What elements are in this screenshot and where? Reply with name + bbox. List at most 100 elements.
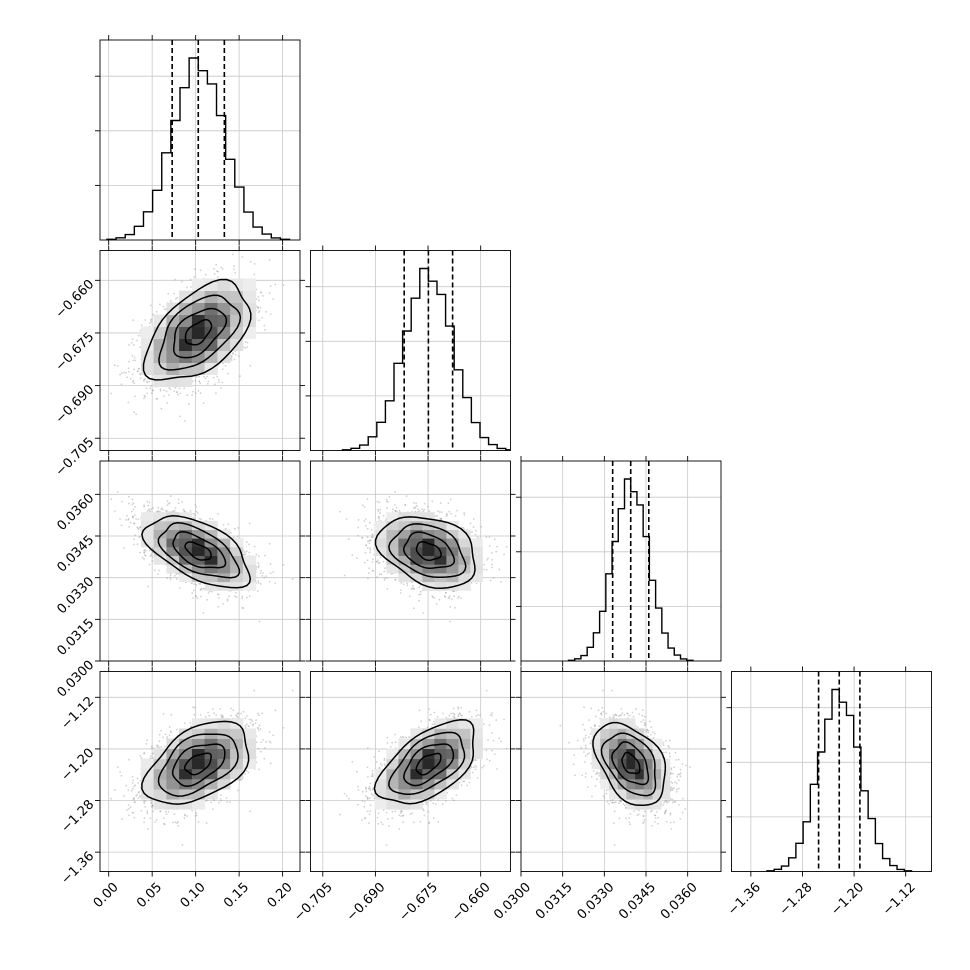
density-cell bbox=[661, 768, 671, 780]
density-cell bbox=[626, 758, 636, 770]
density-cell bbox=[626, 768, 636, 780]
density-cell bbox=[217, 529, 231, 539]
density-cell bbox=[217, 326, 231, 339]
density-cell bbox=[643, 748, 653, 760]
density-cell bbox=[386, 555, 399, 565]
density-cell bbox=[166, 520, 180, 530]
density-cell bbox=[422, 778, 435, 790]
density-cell bbox=[652, 768, 662, 780]
panel-frame bbox=[99, 39, 301, 241]
density-cell bbox=[204, 290, 218, 303]
contour-1 bbox=[172, 307, 228, 359]
density-cell bbox=[217, 538, 231, 548]
density-cell bbox=[652, 738, 662, 749]
density-cell bbox=[643, 778, 653, 790]
density-cell bbox=[242, 758, 257, 770]
density-cell bbox=[191, 573, 206, 583]
density-cell bbox=[191, 718, 206, 729]
density-cell bbox=[635, 799, 645, 810]
contour-0 bbox=[183, 752, 212, 776]
panel-content bbox=[310, 250, 511, 451]
density-cell bbox=[140, 512, 155, 522]
density-cell bbox=[179, 314, 193, 327]
density-cell bbox=[179, 350, 193, 363]
density-cell bbox=[179, 362, 193, 375]
density-cell bbox=[609, 748, 619, 760]
density-cell bbox=[217, 758, 231, 770]
density-cell bbox=[217, 350, 231, 363]
contour-0 bbox=[415, 541, 442, 562]
density-cell bbox=[386, 512, 399, 522]
density-cell bbox=[434, 718, 447, 729]
density-cell bbox=[140, 768, 155, 780]
density-cell bbox=[458, 546, 471, 556]
density-cell bbox=[470, 555, 483, 565]
density-cell bbox=[153, 799, 167, 810]
density-cell bbox=[410, 555, 423, 565]
density-cell bbox=[204, 573, 218, 583]
density-cell bbox=[217, 546, 231, 556]
x-tick-label: 0.00 bbox=[91, 880, 122, 911]
density-cell bbox=[191, 728, 206, 739]
density-cell bbox=[600, 758, 610, 770]
density-cell bbox=[470, 728, 483, 739]
density-cell bbox=[153, 512, 167, 522]
panel-content bbox=[100, 671, 300, 872]
density-cell bbox=[204, 538, 218, 548]
density-cell bbox=[153, 555, 167, 565]
x-tick-label: 0.0345 bbox=[616, 880, 659, 923]
x-tick-label: 0.20 bbox=[265, 880, 296, 911]
density-cell bbox=[153, 362, 167, 375]
panel-frame bbox=[520, 460, 722, 662]
density-cell bbox=[230, 564, 244, 574]
density-cell bbox=[398, 738, 411, 749]
density-cell bbox=[217, 314, 231, 327]
contour-2 bbox=[157, 522, 241, 579]
density-cell bbox=[153, 374, 167, 387]
density-cell bbox=[609, 728, 619, 739]
density-cell bbox=[140, 789, 155, 800]
density-cell bbox=[410, 768, 423, 780]
density-panel-1-3: −0.705 −0.690 −0.675 −0.660 bbox=[291, 666, 516, 925]
density-cell bbox=[398, 555, 411, 565]
panel-content bbox=[310, 461, 511, 661]
density-cell bbox=[179, 520, 193, 530]
histogram-panel-1 bbox=[305, 245, 511, 456]
panel-content bbox=[310, 671, 511, 872]
contour-0 bbox=[184, 319, 213, 346]
density-cell bbox=[446, 546, 459, 556]
density-cell bbox=[626, 728, 636, 739]
density-cell bbox=[153, 529, 167, 539]
panel-frame bbox=[310, 671, 511, 872]
y-tick-label: 0.0345 bbox=[55, 533, 98, 576]
density-cell bbox=[626, 789, 636, 800]
density-cell bbox=[191, 326, 206, 339]
density-cell bbox=[626, 718, 636, 729]
density-cell bbox=[204, 350, 218, 363]
panel-frame bbox=[99, 250, 301, 451]
density-cell bbox=[591, 758, 601, 770]
density-cell bbox=[204, 314, 218, 327]
density-cell bbox=[153, 748, 167, 760]
density-cell bbox=[410, 748, 423, 760]
density-cell bbox=[204, 546, 218, 556]
density-cell bbox=[643, 789, 653, 800]
density-cell bbox=[470, 564, 483, 574]
density-cell bbox=[410, 778, 423, 790]
density-cell bbox=[166, 529, 180, 539]
density-cell bbox=[374, 520, 387, 530]
density-cell bbox=[434, 538, 447, 548]
y-tick-label: 0.0315 bbox=[55, 616, 98, 659]
density-cell bbox=[591, 748, 601, 760]
density-cell bbox=[386, 546, 399, 556]
density-cell bbox=[217, 748, 231, 760]
density-cell bbox=[374, 778, 387, 790]
density-cell bbox=[204, 778, 218, 790]
density-cell bbox=[422, 573, 435, 583]
density-cell bbox=[458, 718, 471, 729]
contour-2 bbox=[158, 294, 242, 371]
density-cell bbox=[652, 758, 662, 770]
density-cell bbox=[230, 538, 244, 548]
